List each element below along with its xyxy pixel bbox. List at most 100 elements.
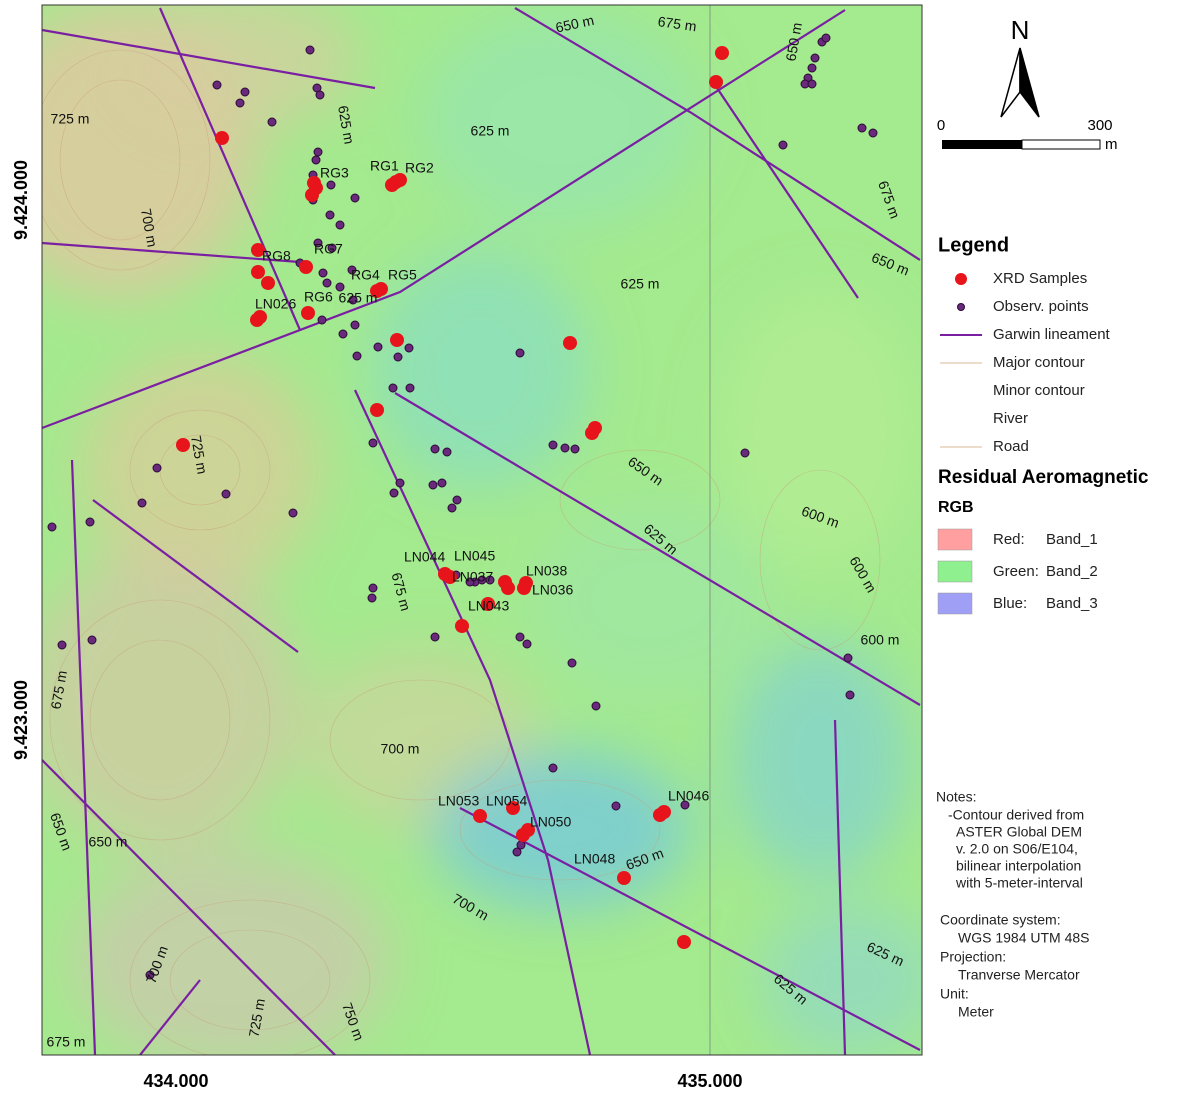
observation-point <box>396 479 404 487</box>
scale-label: 300 <box>1087 117 1112 134</box>
observation-point <box>612 802 620 810</box>
sample-label: LN053 <box>438 793 479 809</box>
band-name: Band_1 <box>1046 531 1098 548</box>
observation-point <box>811 54 819 62</box>
legend-label: Road <box>993 438 1029 455</box>
sample-label: LN054 <box>486 793 527 809</box>
xrd-sample <box>176 438 190 452</box>
observation-point <box>351 194 359 202</box>
contour-label: 650 m <box>89 834 128 850</box>
xrd-sample <box>677 935 691 949</box>
legend-label: Major contour <box>993 354 1085 371</box>
observation-point <box>443 448 451 456</box>
legend-label: XRD Samples <box>993 270 1087 287</box>
observation-point <box>368 594 376 602</box>
notes-line: ASTER Global DEM <box>956 824 1082 840</box>
notes-line: with 5-meter-interval <box>955 875 1083 891</box>
observation-point <box>323 279 331 287</box>
legend-symbol <box>955 273 967 285</box>
observation-point <box>326 211 334 219</box>
observation-point <box>236 99 244 107</box>
observation-point <box>374 343 382 351</box>
observation-point <box>453 496 461 504</box>
observation-point <box>513 848 521 856</box>
raster-title: Residual Aeromagnetic <box>938 467 1149 488</box>
map-page: 650 m675 m650 m725 m625 m625 m675 m700 m… <box>0 0 1182 1094</box>
xrd-sample <box>455 619 469 633</box>
band-swatch <box>938 593 972 614</box>
observation-point <box>448 504 456 512</box>
xrd-sample <box>390 333 404 347</box>
xrd-sample <box>301 306 315 320</box>
observation-point <box>268 118 276 126</box>
legend-symbol <box>958 304 965 311</box>
legend-label: Garwin lineament <box>993 326 1111 343</box>
observation-point <box>289 509 297 517</box>
observation-point <box>312 156 320 164</box>
sample-label: RG5 <box>388 267 417 283</box>
observation-point <box>327 181 335 189</box>
sample-label: LN046 <box>668 788 709 804</box>
info-label: Projection: <box>940 949 1006 965</box>
sample-label: RG2 <box>405 160 434 176</box>
xrd-sample <box>253 310 267 324</box>
observation-point <box>779 141 787 149</box>
contour-label: 625 m <box>621 276 660 292</box>
sample-label: LN044 <box>404 549 445 565</box>
band-name: Band_2 <box>1046 563 1098 580</box>
band-channel: Green: <box>993 563 1039 580</box>
xrd-sample <box>715 46 729 60</box>
sample-label: LN048 <box>574 851 615 867</box>
band-channel: Red: <box>993 531 1025 548</box>
north-arrow <box>1020 48 1039 117</box>
contour-label: 700 m <box>381 741 420 757</box>
xrd-sample <box>251 265 265 279</box>
band-swatch <box>938 561 972 582</box>
legend-label: River <box>993 410 1028 427</box>
observation-point <box>153 464 161 472</box>
sample-label: RG6 <box>304 289 333 305</box>
info-value: Tranverse Mercator <box>958 967 1080 983</box>
observation-point <box>339 330 347 338</box>
scale-label: 0 <box>937 117 945 134</box>
xrd-sample <box>657 805 671 819</box>
observation-point <box>516 633 524 641</box>
y-label: 9.423.000 <box>11 680 31 760</box>
sample-label: LN036 <box>532 582 573 598</box>
observation-point <box>741 449 749 457</box>
observation-point <box>241 88 249 96</box>
xrd-sample <box>261 276 275 290</box>
observation-point <box>571 445 579 453</box>
xrd-sample <box>563 336 577 350</box>
observation-point <box>822 34 830 42</box>
observation-point <box>336 221 344 229</box>
observation-point <box>858 124 866 132</box>
sample-label: LN026 <box>255 296 296 312</box>
observation-point <box>389 384 397 392</box>
xrd-sample <box>473 809 487 823</box>
observation-point <box>561 444 569 452</box>
sample-label: LN037 <box>452 569 493 585</box>
observation-point <box>88 636 96 644</box>
observation-point <box>808 64 816 72</box>
observation-point <box>592 702 600 710</box>
info-value: WGS 1984 UTM 48S <box>958 930 1090 946</box>
notes-line: bilinear interpolation <box>956 858 1081 874</box>
scale-bar <box>1022 140 1100 149</box>
band-channel: Blue: <box>993 595 1027 612</box>
observation-point <box>86 518 94 526</box>
info-value: Meter <box>958 1004 994 1020</box>
observation-point <box>318 316 326 324</box>
observation-point <box>316 91 324 99</box>
scale-unit: m <box>1105 136 1118 153</box>
observation-point <box>846 691 854 699</box>
band-swatch <box>938 529 972 550</box>
x-label: 435.000 <box>677 1071 742 1091</box>
xrd-sample <box>585 426 599 440</box>
band-name: Band_3 <box>1046 595 1098 612</box>
north-label: N <box>1011 15 1030 45</box>
observation-point <box>549 441 557 449</box>
sample-label: RG7 <box>314 241 343 257</box>
observation-point <box>222 490 230 498</box>
contour-label: 600 m <box>861 632 900 648</box>
